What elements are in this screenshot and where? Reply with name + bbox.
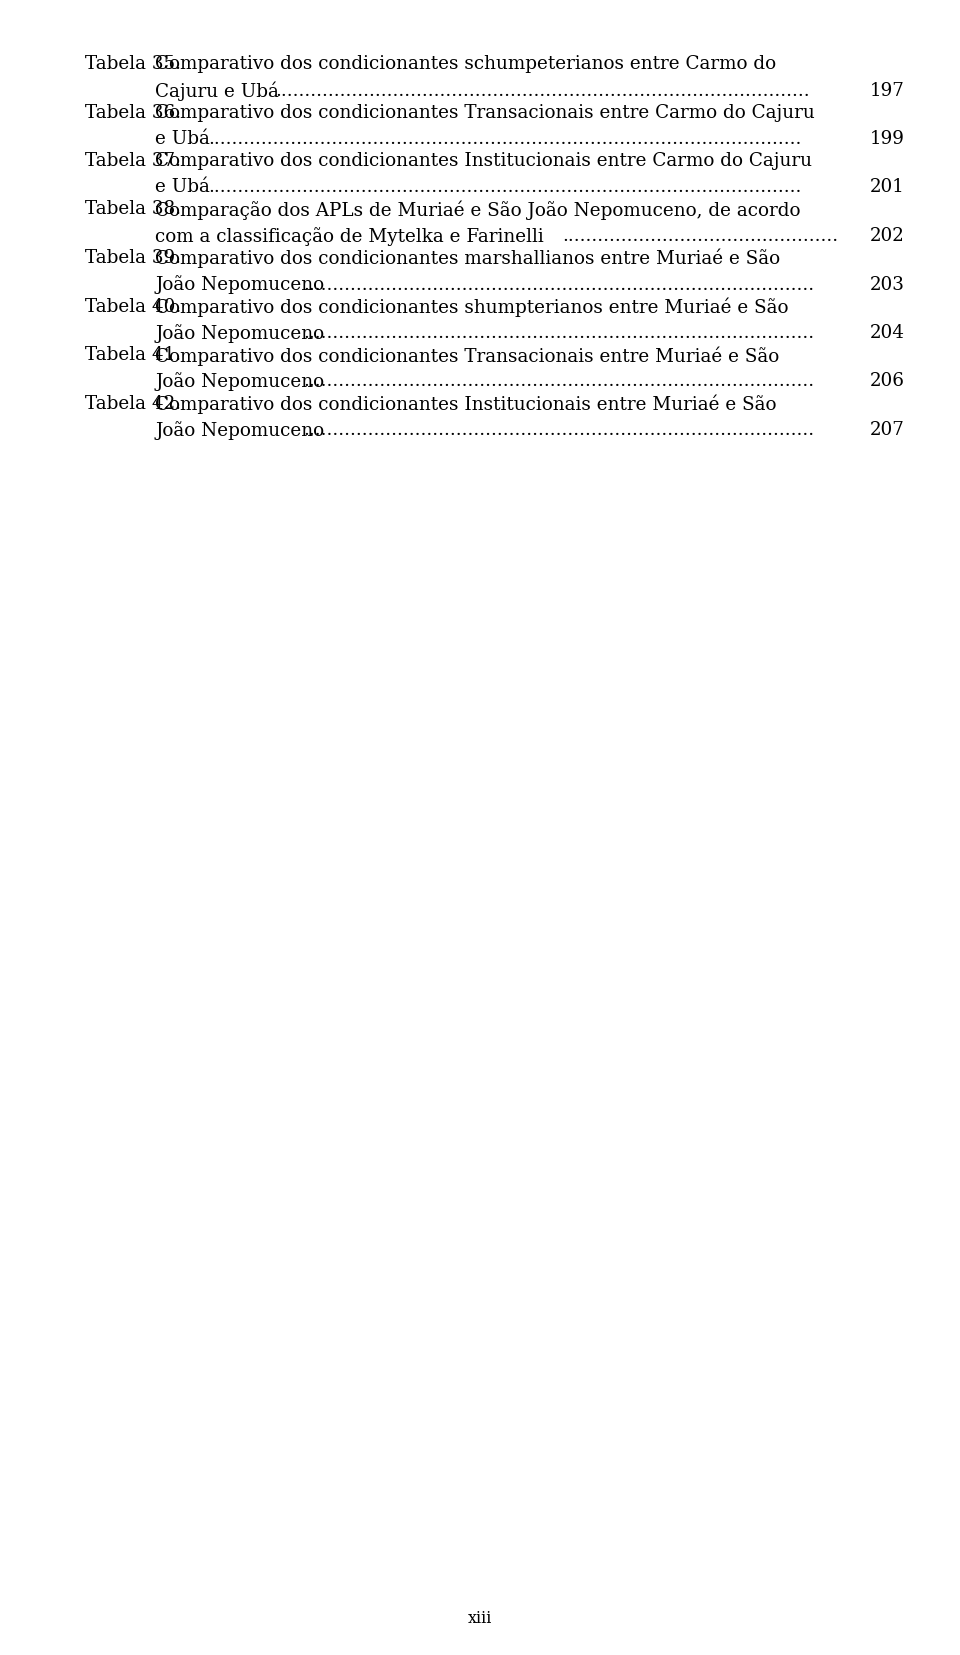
Text: e Ubá: e Ubá: [155, 131, 210, 147]
Text: Comparativo dos condicionantes Transacionais entre Muriaé e São: Comparativo dos condicionantes Transacio…: [155, 346, 780, 366]
Text: Comparação dos APLs de Muriaé e São João Nepomuceno, de acordo: Comparação dos APLs de Muriaé e São João…: [155, 200, 801, 220]
Text: 206: 206: [870, 372, 905, 391]
Text: Comparativo dos condicionantes Institucionais entre Carmo do Cajuru: Comparativo dos condicionantes Instituci…: [155, 152, 812, 170]
Text: Comparativo dos condicionantes marshallianos entre Muriaé e São: Comparativo dos condicionantes marshalli…: [155, 248, 780, 268]
Text: 204: 204: [870, 324, 905, 343]
Text: ................................................................................: ........................................…: [208, 131, 802, 147]
Text: Tabela 37.: Tabela 37.: [85, 152, 181, 170]
Text: 201: 201: [870, 179, 905, 197]
Text: ................................................................................: ........................................…: [208, 179, 802, 197]
Text: Comparativo dos condicionantes schumpeterianos entre Carmo do: Comparativo dos condicionantes schumpete…: [155, 55, 776, 73]
Text: Comparativo dos condicionantes Institucionais entre Muriaé e São: Comparativo dos condicionantes Instituci…: [155, 394, 777, 414]
Text: ................................................................................: ........................................…: [303, 372, 815, 391]
Text: Tabela 39.: Tabela 39.: [85, 248, 181, 266]
Text: Comparativo dos condicionantes Transacionais entre Carmo do Cajuru: Comparativo dos condicionantes Transacio…: [155, 104, 815, 121]
Text: e Ubá: e Ubá: [155, 179, 210, 197]
Text: Tabela 41.: Tabela 41.: [85, 346, 181, 364]
Text: ................................................................................: ........................................…: [275, 81, 809, 99]
Text: ...............................................: ........................................…: [563, 227, 838, 245]
Text: ................................................................................: ........................................…: [303, 324, 815, 343]
Text: Tabela 40.: Tabela 40.: [85, 298, 181, 316]
Text: 197: 197: [870, 81, 905, 99]
Text: Tabela 38.: Tabela 38.: [85, 200, 181, 218]
Text: 207: 207: [870, 420, 905, 439]
Text: Tabela 36.: Tabela 36.: [85, 104, 181, 121]
Text: Cajuru e Ubá: Cajuru e Ubá: [155, 81, 278, 101]
Text: 203: 203: [870, 275, 905, 293]
Text: xiii: xiii: [468, 1610, 492, 1627]
Text: João Nepomuceno: João Nepomuceno: [155, 420, 324, 440]
Text: João Nepomuceno: João Nepomuceno: [155, 372, 324, 392]
Text: 202: 202: [871, 227, 905, 245]
Text: Tabela 35.: Tabela 35.: [85, 55, 181, 73]
Text: 199: 199: [870, 131, 905, 147]
Text: Tabela 42.: Tabela 42.: [85, 394, 181, 412]
Text: João Nepomuceno: João Nepomuceno: [155, 275, 324, 295]
Text: ................................................................................: ........................................…: [303, 275, 815, 293]
Text: com a classificação de Mytelka e Farinelli: com a classificação de Mytelka e Farinel…: [155, 227, 543, 247]
Text: ................................................................................: ........................................…: [303, 420, 815, 439]
Text: Comparativo dos condicionantes shumpterianos entre Muriaé e São: Comparativo dos condicionantes shumpteri…: [155, 298, 788, 318]
Text: João Nepomuceno: João Nepomuceno: [155, 324, 324, 343]
